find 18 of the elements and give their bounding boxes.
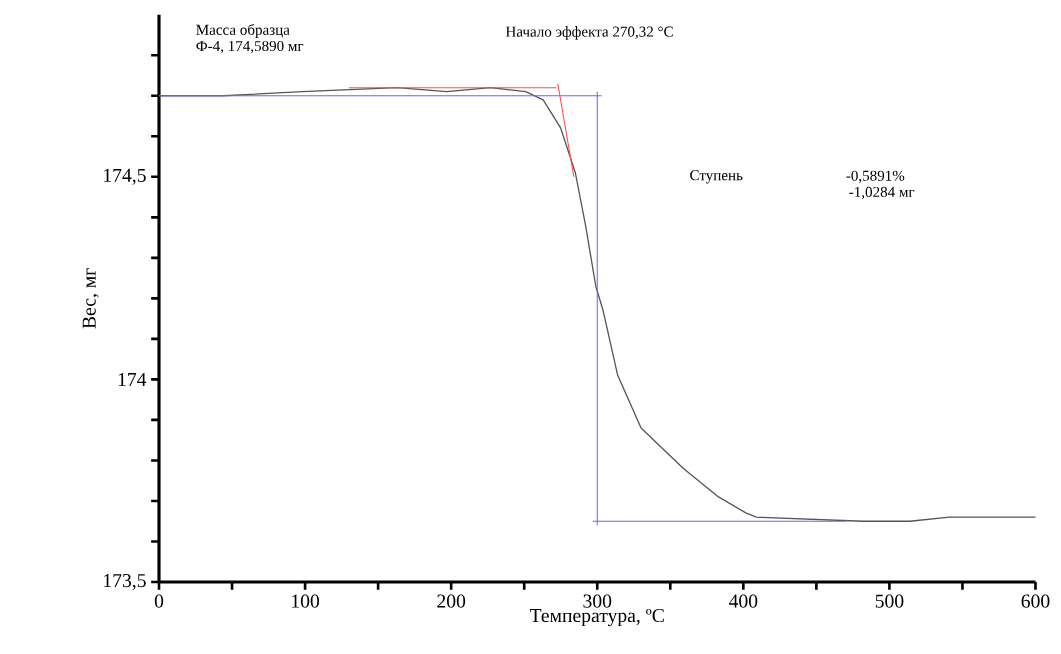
annotation: Ступень xyxy=(690,170,743,184)
x-tick-label: 500 xyxy=(875,594,904,608)
y-axis-title: Вес, мг xyxy=(82,268,99,329)
x-tick-label: 200 xyxy=(437,594,466,608)
annotation: Масса образца xyxy=(196,24,290,39)
x-tick-label: 300 xyxy=(583,594,612,608)
annotation: Ф-4, 174,5890 мг xyxy=(196,41,304,54)
y-tick-label: 174 xyxy=(118,373,147,387)
x-tick-label: 0 xyxy=(154,594,164,608)
y-tick-label: 173,5 xyxy=(104,574,146,591)
x-tick-label: 100 xyxy=(292,594,320,608)
x-tick-label: 400 xyxy=(728,594,758,608)
annotation: -0,5891% xyxy=(846,170,905,184)
y-tick-label: 174,5 xyxy=(104,168,146,185)
x-axis-title: Температура, ºС xyxy=(529,609,664,627)
annotation: Начало эффекта 270,32 °С xyxy=(505,26,673,40)
annotation: -1,0284 мг xyxy=(849,187,915,200)
x-tick-label: 600 xyxy=(1021,594,1050,608)
